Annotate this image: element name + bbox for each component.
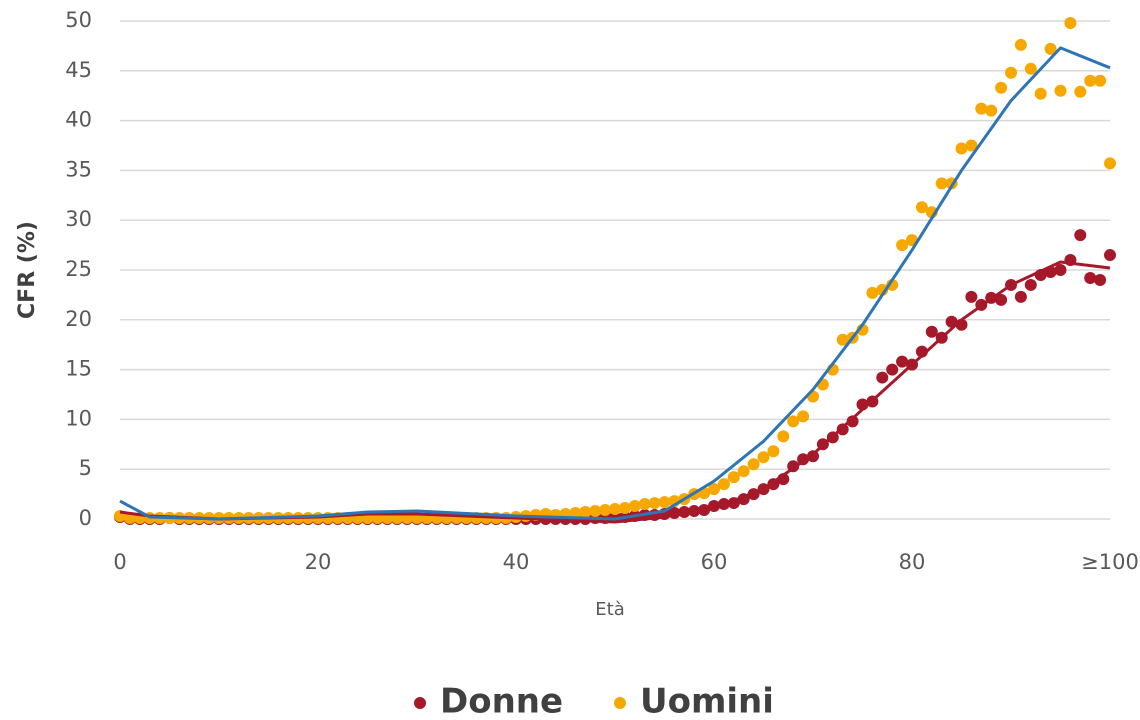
x-tick-label: 20 — [305, 550, 332, 574]
y-tick-label: 50 — [65, 8, 92, 32]
data-point — [935, 177, 948, 190]
legend-marker — [414, 697, 426, 709]
data-point — [876, 371, 889, 384]
data-point — [965, 290, 978, 303]
data-point — [1064, 16, 1077, 29]
data-point — [747, 458, 760, 471]
data-point — [886, 363, 899, 376]
data-point — [1074, 229, 1087, 242]
data-point — [648, 497, 661, 510]
y-tick-label: 20 — [65, 307, 92, 331]
y-tick-label: 0 — [79, 506, 92, 530]
data-point — [1084, 271, 1097, 284]
data-point — [1094, 74, 1107, 87]
x-axis-label: Età — [595, 599, 624, 620]
y-tick-label: 15 — [65, 357, 92, 381]
data-point — [955, 142, 968, 155]
x-tick-label: 60 — [701, 550, 728, 574]
data-point — [628, 500, 641, 513]
data-point — [599, 504, 612, 517]
trend-line — [119, 46, 1111, 521]
y-tick-label: 40 — [65, 108, 92, 132]
x-tick-label: ≥100 — [1081, 550, 1139, 574]
legend-marker — [614, 697, 626, 709]
data-point — [658, 496, 671, 509]
data-point — [589, 505, 602, 518]
legend-label: Donne — [440, 682, 563, 720]
y-tick-label: 35 — [65, 157, 92, 181]
data-point — [975, 102, 988, 115]
y-tick-label: 5 — [79, 456, 92, 480]
data-point — [925, 325, 938, 338]
data-point — [1024, 62, 1037, 75]
y-tick-label: 45 — [65, 58, 92, 82]
data-point — [797, 410, 810, 423]
data-point — [1024, 278, 1037, 291]
data-point — [1044, 42, 1057, 55]
data-point — [569, 507, 582, 520]
data-point — [618, 502, 631, 515]
data-point — [866, 286, 879, 299]
data-point — [1094, 273, 1107, 286]
data-point — [767, 445, 780, 458]
data-point — [896, 355, 909, 368]
data-point — [638, 498, 651, 511]
data-point — [609, 503, 621, 516]
data-point — [1014, 38, 1027, 51]
data-point — [1074, 85, 1087, 98]
data-point — [995, 293, 1008, 306]
y-tick-label: 30 — [65, 207, 92, 231]
data-point — [1104, 249, 1116, 262]
data-point — [915, 201, 928, 214]
data-point — [846, 415, 859, 428]
data-point — [836, 333, 849, 346]
data-point — [757, 451, 770, 464]
data-point — [1054, 264, 1067, 276]
data-point — [737, 465, 750, 478]
data-point — [717, 478, 730, 491]
y-tick-label: 10 — [65, 406, 92, 430]
data-point — [727, 471, 740, 484]
data-point — [579, 506, 592, 519]
legend-label: Uomini — [640, 682, 774, 720]
data-point — [896, 239, 909, 252]
trend-line — [119, 260, 1111, 524]
y-axis-label: CFR (%) — [15, 221, 40, 319]
data-point — [1084, 74, 1097, 87]
x-tick-label: 80 — [899, 550, 926, 574]
x-tick-label: 0 — [113, 550, 126, 574]
data-point — [1034, 87, 1047, 100]
y-tick-label: 25 — [65, 257, 92, 281]
data-point — [1005, 66, 1017, 79]
data-point — [1104, 157, 1116, 170]
data-point — [1054, 84, 1067, 97]
data-point — [708, 483, 720, 496]
data-point — [1014, 290, 1027, 303]
x-tick-label: 40 — [503, 550, 530, 574]
data-point — [995, 81, 1008, 94]
data-point — [965, 139, 978, 152]
data-point — [787, 415, 800, 428]
data-point — [985, 104, 998, 117]
data-point — [777, 430, 790, 443]
